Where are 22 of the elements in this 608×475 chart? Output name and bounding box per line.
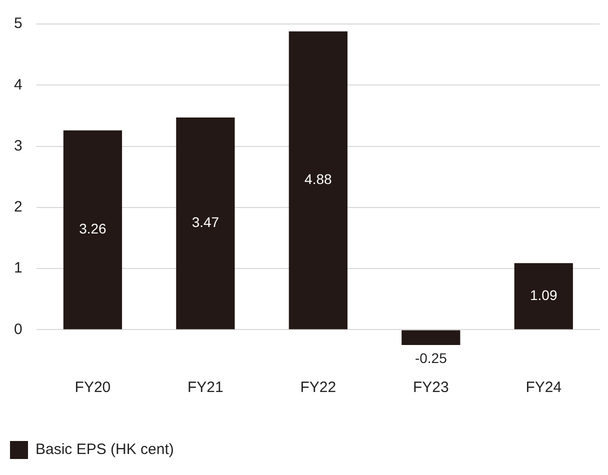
x-tick-label: FY20	[74, 379, 111, 396]
y-tick-label: 3	[14, 137, 22, 154]
x-tick-label: FY24	[526, 379, 562, 396]
bar	[402, 330, 460, 345]
bar	[176, 118, 235, 330]
data-label: 3.26	[79, 220, 107, 237]
y-tick-label: 5	[14, 15, 22, 32]
bar	[63, 130, 122, 330]
data-label: 3.47	[192, 214, 220, 230]
x-tick-label: FY21	[188, 379, 224, 396]
data-label: 4.88	[304, 171, 332, 188]
y-tick-label: 0	[14, 320, 22, 338]
x-tick-label: FY23	[412, 379, 449, 396]
bar	[514, 263, 573, 330]
y-tick-label: 1	[14, 260, 22, 277]
y-tick-label: 4	[14, 76, 22, 94]
x-tick-label: FY22	[300, 379, 336, 396]
data-label: 1.09	[530, 287, 558, 303]
legend-label: Basic EPS (HK cent)	[36, 441, 174, 458]
y-tick-label: 2	[14, 198, 22, 216]
data-label: -0.25	[414, 350, 448, 366]
bar	[288, 31, 348, 330]
